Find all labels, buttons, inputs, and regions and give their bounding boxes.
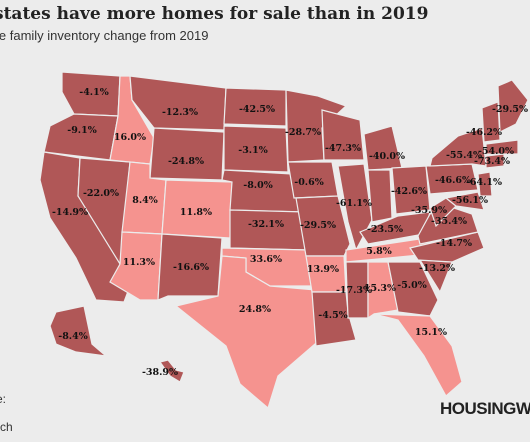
state-value-mo: -29.5%	[300, 220, 336, 231]
state-value-wa: -4.1%	[79, 87, 109, 98]
state-value-nv: -22.0%	[83, 188, 119, 199]
state-nd	[223, 87, 287, 127]
state-ct	[485, 153, 505, 169]
state-value-tn: 5.8%	[366, 246, 392, 257]
state-value-nm: -16.6%	[173, 262, 209, 273]
state-value-co: 11.8%	[180, 207, 212, 218]
map-subtitle: le family inventory change from 2019	[0, 28, 209, 43]
state-mt	[129, 75, 227, 131]
state-value-ct: -73.4%	[474, 156, 510, 167]
state-value-ar: 13.9%	[307, 264, 339, 275]
state-sd	[223, 125, 289, 173]
state-value-nc: -14.7%	[436, 238, 472, 249]
housingwire-logo: HOUSINGW	[440, 399, 530, 418]
state-value-va: -35.4%	[431, 216, 467, 227]
state-value-ne: -8.0%	[243, 180, 273, 191]
state-wi	[321, 109, 365, 161]
state-value-ma: -54.0%	[478, 146, 514, 157]
state-value-sd: -3.1%	[238, 145, 268, 156]
footer-credit-line: rch	[0, 420, 13, 434]
state-value-mt: -12.3%	[162, 107, 198, 118]
state-value-ut: 8.4%	[132, 195, 158, 206]
state-value-fl: 15.1%	[415, 327, 447, 338]
state-value-pa: -46.6%	[435, 175, 471, 186]
state-value-ms: -17.3%	[336, 285, 372, 296]
state-value-ak: -8.4%	[58, 331, 88, 342]
state-ga	[387, 261, 439, 317]
footer-source-line: e:	[0, 392, 7, 406]
state-value-il: -61.1%	[336, 198, 372, 209]
state-value-ok: 33.6%	[250, 254, 282, 265]
state-value-oh: -42.6%	[391, 186, 427, 197]
state-value-ia: -0.6%	[294, 177, 324, 188]
map-title: states have more homes for sale than in …	[0, 4, 429, 24]
state-value-or: -9.1%	[67, 125, 97, 136]
state-value-tx: 24.8%	[239, 304, 271, 315]
state-value-ca: -14.9%	[52, 207, 88, 218]
state-value-wv: -35.9%	[411, 205, 447, 216]
state-value-hi: -38.9%	[142, 367, 178, 378]
state-nh	[481, 101, 501, 143]
state-nj	[477, 171, 493, 197]
state-value-mn: -28.7%	[285, 127, 321, 138]
state-value-mi: -40.0%	[369, 151, 405, 162]
state-value-ks: -32.1%	[248, 219, 284, 230]
state-ks	[229, 209, 309, 251]
state-value-id: 16.0%	[114, 132, 146, 143]
state-value-wi: -47.3%	[325, 143, 361, 154]
state-wy	[149, 127, 225, 181]
state-value-nd: -42.5%	[239, 104, 275, 115]
state-fl	[373, 313, 463, 397]
state-value-ny: -55.4%	[446, 150, 482, 161]
state-value-ga: -5.0%	[397, 280, 427, 291]
state-value-sc: -13.2%	[419, 263, 455, 274]
state-value-al: 15.3%	[364, 283, 396, 294]
state-la	[311, 291, 357, 347]
state-value-nj: -64.1%	[466, 177, 502, 188]
state-me	[497, 79, 529, 133]
state-value-la: -4.5%	[318, 310, 348, 321]
state-value-me: -29.5%	[492, 104, 528, 115]
state-value-nh: -46.2%	[466, 127, 502, 138]
state-value-wy: -24.8%	[168, 156, 204, 167]
state-mi	[363, 125, 403, 171]
state-ak	[49, 305, 108, 357]
state-value-md: -56.1%	[452, 195, 488, 206]
state-value-ky: -23.5%	[367, 224, 403, 235]
state-md	[444, 191, 485, 211]
state-value-az: 11.3%	[123, 257, 155, 268]
state-ma	[485, 139, 519, 155]
state-in	[367, 169, 393, 223]
state-nm	[157, 233, 223, 301]
state-oh	[391, 165, 431, 215]
state-tx	[174, 255, 323, 410]
state-or	[43, 113, 119, 161]
state-hi	[158, 359, 185, 383]
